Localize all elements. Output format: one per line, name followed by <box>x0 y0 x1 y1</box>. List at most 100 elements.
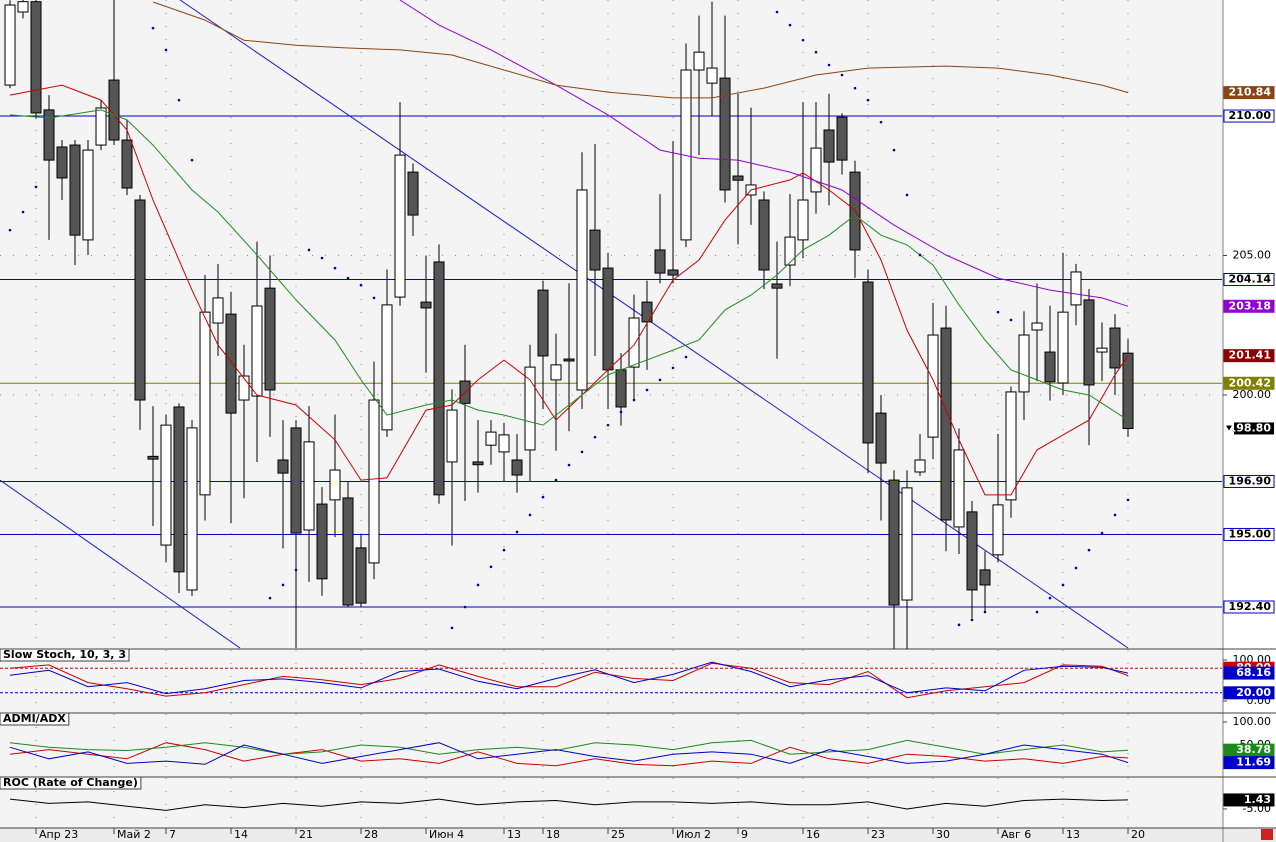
sar-dot <box>21 210 25 214</box>
candle-body <box>329 469 341 501</box>
sar-dot <box>606 423 610 427</box>
candle-body <box>511 459 523 476</box>
panel-title-box <box>0 648 130 662</box>
candle-body <box>1005 391 1017 501</box>
sar-dot <box>502 548 506 552</box>
x-tick-label: 20 <box>1131 828 1145 841</box>
candle-body <box>82 149 94 241</box>
series-line <box>9 662 1129 699</box>
value-box <box>1223 109 1275 123</box>
candle-body <box>537 289 549 357</box>
sar-dot <box>1061 583 1065 587</box>
sar-dot <box>294 568 298 572</box>
candle-body <box>134 199 146 401</box>
panel-title: ROC (Rate of Change) <box>3 776 138 789</box>
candle-body <box>433 261 445 496</box>
candle-body <box>472 461 484 466</box>
value-label: 20.00 <box>1236 686 1271 699</box>
panel-title: ADMI/ADX <box>3 712 66 725</box>
sar-dot <box>593 435 597 439</box>
candle-body <box>290 427 302 534</box>
sar-dot <box>905 193 909 197</box>
sar-dot <box>1100 531 1104 535</box>
sar-dot <box>866 98 870 102</box>
sar-dot <box>1087 548 1091 552</box>
x-tick-label: 21 <box>299 828 313 841</box>
candle-body <box>1018 334 1030 393</box>
candle-body <box>550 364 562 381</box>
candle-body <box>316 503 328 580</box>
sar-dot <box>307 248 311 252</box>
sar-dot <box>463 605 467 609</box>
value-label: 68.16 <box>1236 666 1271 679</box>
candle-body <box>225 313 237 414</box>
x-tick-label: 28 <box>364 828 378 841</box>
value-label: 204.14 <box>1229 273 1272 286</box>
sar-dot <box>333 266 337 270</box>
sar-dot <box>346 276 350 280</box>
series-line <box>9 742 1129 765</box>
candle-body <box>706 67 718 84</box>
candle-body <box>927 334 939 438</box>
candle-body <box>147 455 159 460</box>
candle-body <box>823 129 835 163</box>
sar-dot <box>177 98 181 102</box>
last-close-arrow <box>1226 425 1232 431</box>
sar-dot <box>1126 498 1130 502</box>
candle-body <box>771 283 783 289</box>
series-line <box>152 1 1129 99</box>
candle-body <box>173 406 185 573</box>
date-axis-band <box>0 828 1276 842</box>
value-box <box>1223 86 1275 100</box>
value-box <box>1223 756 1275 770</box>
value-label: 192.40 <box>1229 600 1272 613</box>
candle-body <box>121 139 133 189</box>
value-box <box>1223 349 1275 363</box>
candle-body <box>69 144 81 236</box>
panel-title-box <box>0 776 142 790</box>
candle-body <box>953 449 965 528</box>
candle-body <box>1083 299 1095 386</box>
candle-body <box>355 547 367 604</box>
candle-body <box>485 431 497 446</box>
x-tick-label: 25 <box>611 828 625 841</box>
sar-dot <box>853 86 857 90</box>
x-tick-label: Апр 23 <box>39 828 78 841</box>
series-line <box>9 661 1129 695</box>
sar-dot <box>632 398 636 402</box>
candle-body <box>914 459 926 473</box>
sar-dot <box>619 410 623 414</box>
candle-body <box>212 297 224 324</box>
candle-body <box>251 305 263 397</box>
series-line <box>0 479 241 649</box>
value-label: 210.00 <box>1229 109 1272 122</box>
value-label: 200.42 <box>1229 376 1271 389</box>
candle-body <box>732 175 744 181</box>
sar-dot <box>489 565 493 569</box>
panel-title-box <box>0 712 70 726</box>
series-line <box>9 739 1129 755</box>
sar-dot <box>775 10 779 14</box>
value-box <box>1223 600 1275 614</box>
sar-dot <box>476 583 480 587</box>
candle-body <box>342 497 354 606</box>
candle-body <box>1122 352 1134 429</box>
candle-body <box>797 199 809 241</box>
x-tick-label: 13 <box>507 828 521 841</box>
candle-body <box>368 399 380 564</box>
corner-button[interactable] <box>1261 829 1273 840</box>
sar-dot <box>1009 318 1013 322</box>
value-label: 195.00 <box>1229 527 1272 540</box>
candle-body <box>524 366 536 451</box>
candle-body <box>589 229 601 271</box>
candle-body <box>381 304 393 431</box>
sar-dot <box>151 26 155 30</box>
candle-body <box>30 1 42 114</box>
sar-dot <box>1035 610 1039 614</box>
candle-body <box>940 327 952 521</box>
sar-dot <box>8 228 12 232</box>
sar-dot <box>164 48 168 52</box>
candle-body <box>966 511 978 591</box>
sar-dot <box>554 478 558 482</box>
